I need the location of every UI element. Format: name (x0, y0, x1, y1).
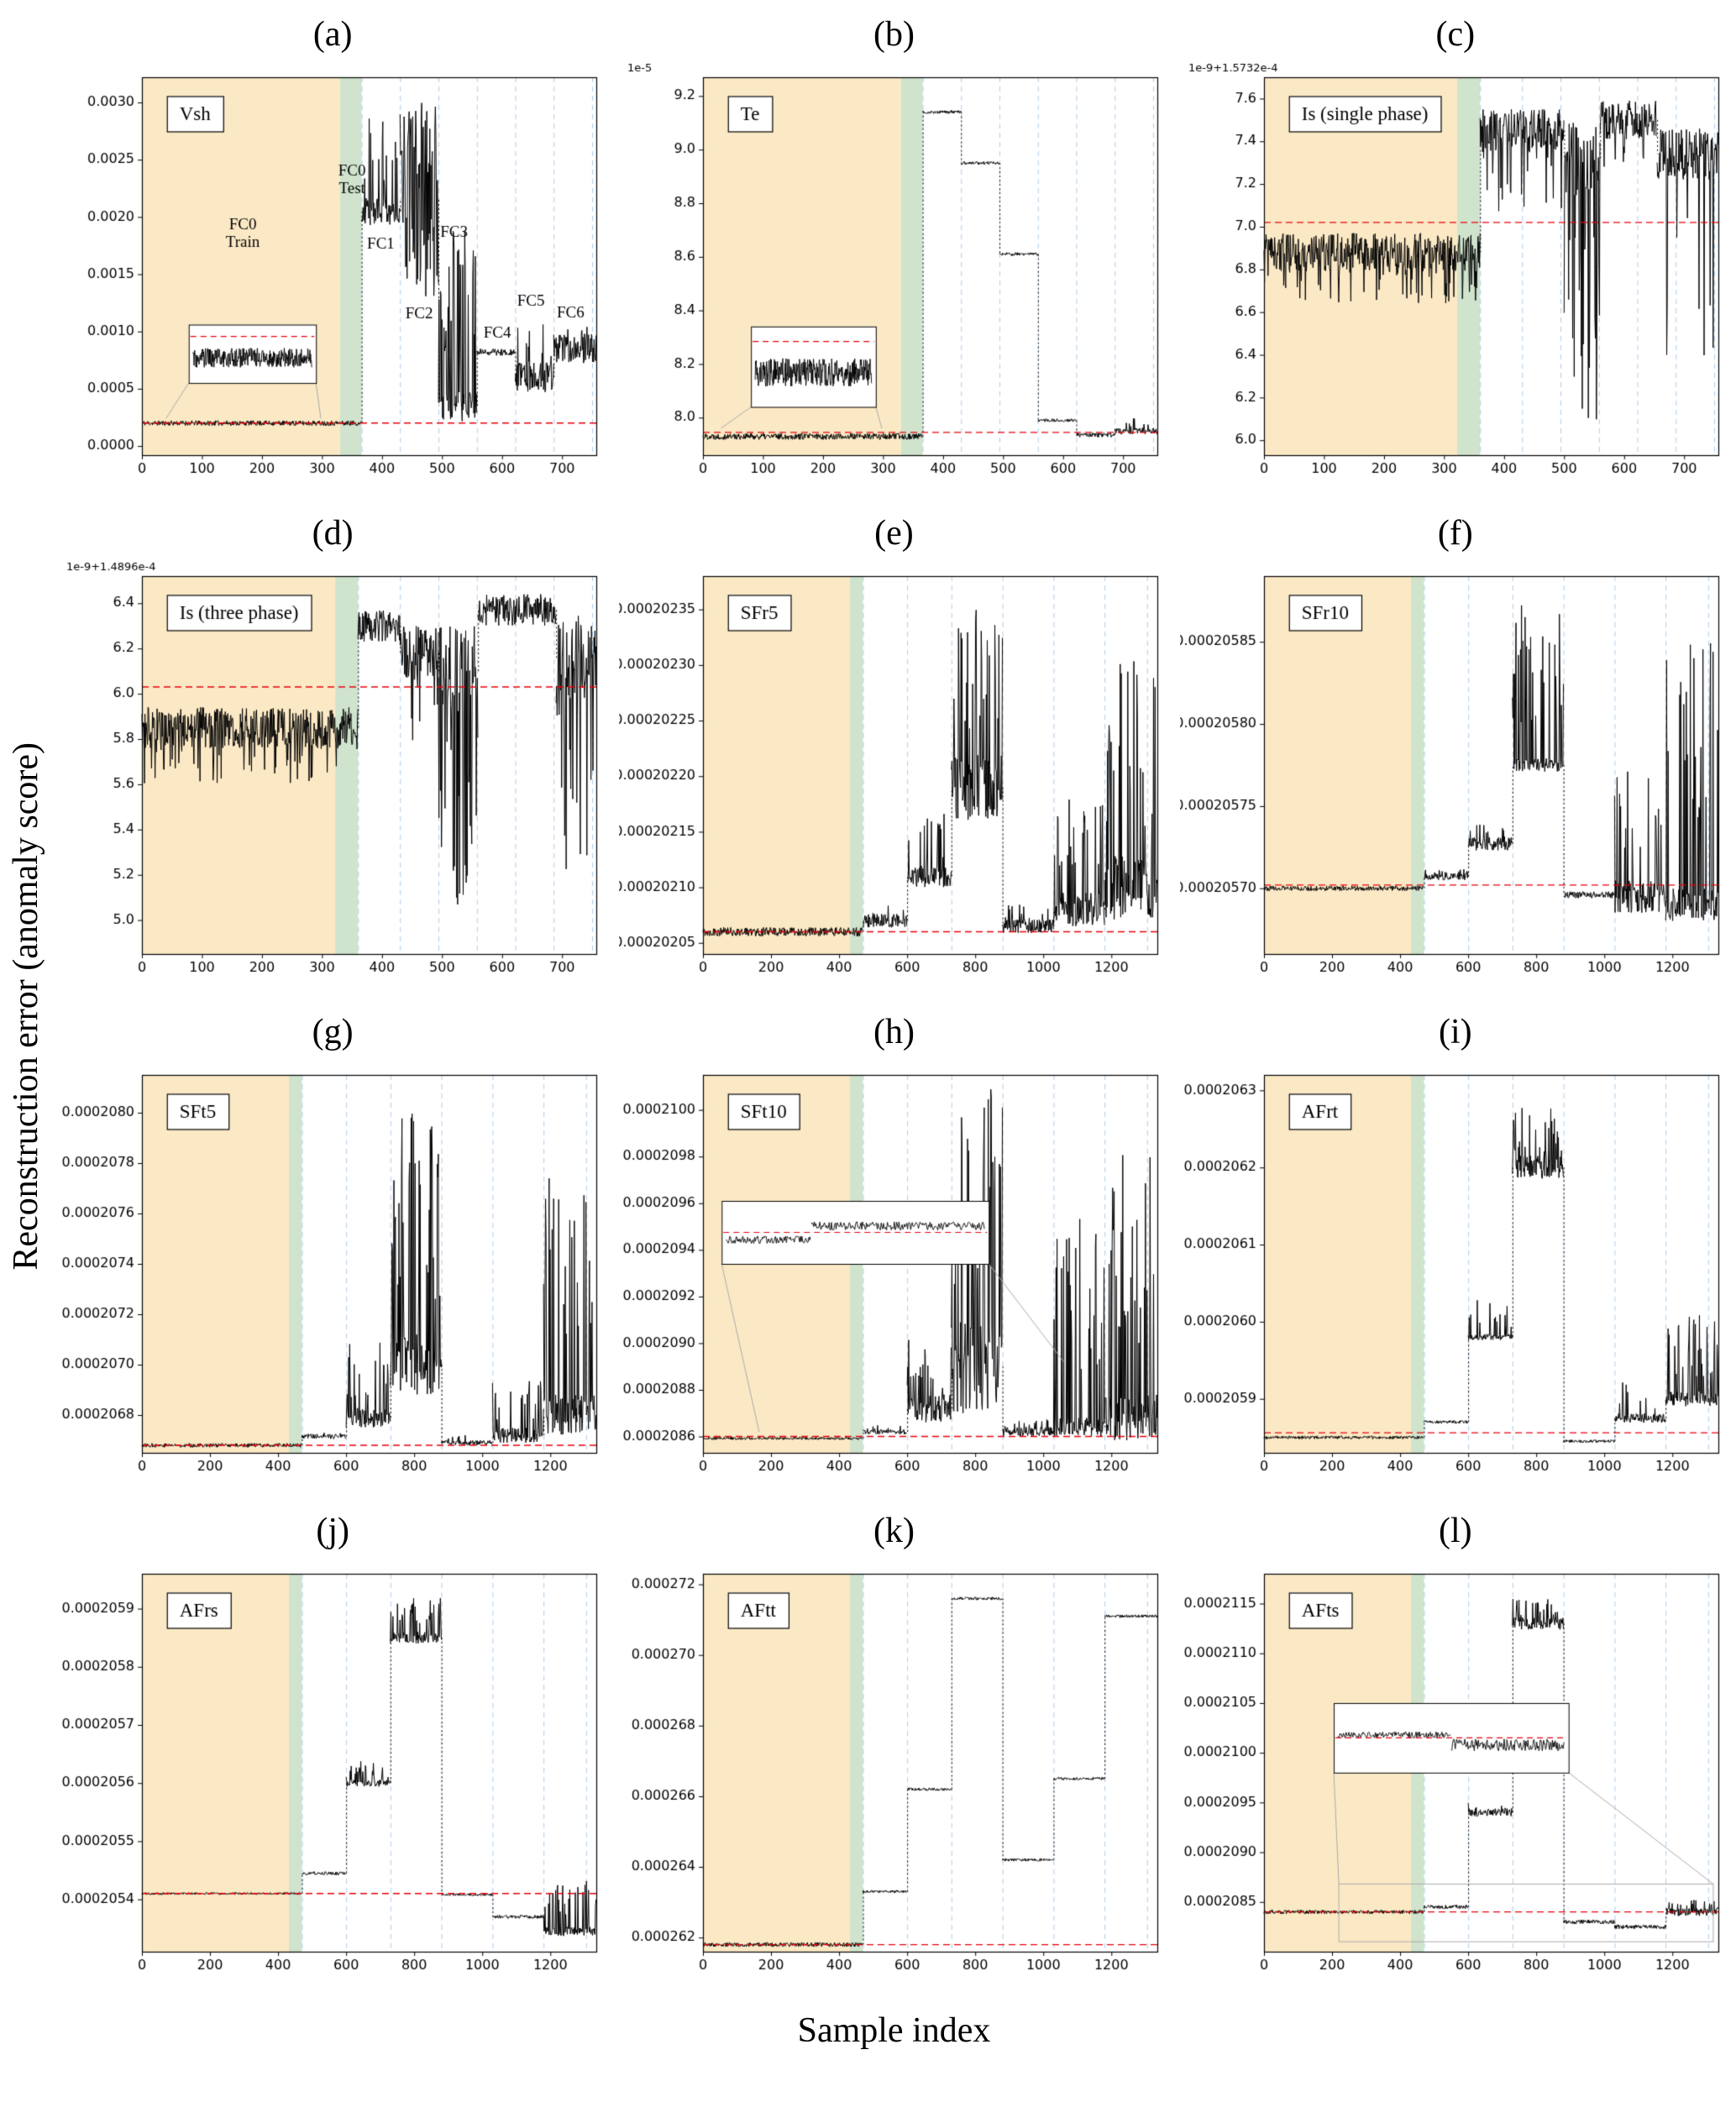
y-axis-label-text: Reconstruction error (anomaly score) (7, 742, 45, 1271)
panel-letter-d: (d) (312, 514, 354, 553)
plot-canvas-sft10 (618, 1058, 1169, 1495)
panel-letter-h: (h) (873, 1013, 915, 1051)
panel-letter-i: (i) (1438, 1013, 1472, 1051)
plot-canvas-sft5 (57, 1058, 608, 1495)
panel-letter-b: (b) (873, 15, 915, 54)
panel-a: (a) (52, 8, 613, 507)
panel-k: (k) (613, 1505, 1174, 2004)
panel-c: (c) (1175, 8, 1736, 507)
panel-f: (f) (1175, 507, 1736, 1006)
y-axis-label: Reconstruction error (anomaly score) (0, 8, 52, 2004)
panel-letter-e: (e) (874, 514, 914, 553)
panel-letter-g: (g) (312, 1013, 354, 1051)
panel-d: (d) (52, 507, 613, 1006)
panel-letter-l: (l) (1438, 1512, 1472, 1550)
panel-j: (j) (52, 1505, 613, 2004)
panel-h: (h) (613, 1006, 1174, 1505)
plot-canvas-sfr5 (618, 559, 1169, 996)
figure-root: Reconstruction error (anomaly score) (a)… (0, 8, 1736, 2004)
plot-canvas-is-single-phase (1180, 60, 1731, 497)
panel-letter-j: (j) (316, 1512, 349, 1550)
panel-b: (b) (613, 8, 1174, 507)
plot-canvas-aftt (618, 1557, 1169, 1994)
panel-g: (g) (52, 1006, 613, 1505)
panel-letter-f: (f) (1437, 514, 1473, 553)
plot-canvas-sfr10 (1180, 559, 1731, 996)
plot-canvas-afrs (57, 1557, 608, 1994)
panel-e: (e) (613, 507, 1174, 1006)
plot-canvas-afts (1180, 1557, 1731, 1994)
plot-canvas-is-three-phase (57, 559, 608, 996)
plot-canvas-afrt (1180, 1058, 1731, 1495)
subplot-grid: (a) (b) (c) (d) (e) (f) (g) (h) (52, 8, 1736, 2004)
x-axis-label: Sample index (797, 2011, 991, 2050)
panel-l: (l) (1175, 1505, 1736, 2004)
panel-letter-a: (a) (312, 15, 353, 54)
panel-letter-k: (k) (873, 1512, 915, 1550)
plot-canvas-te (618, 60, 1169, 497)
plot-canvas-vsh (57, 60, 608, 497)
panel-i: (i) (1175, 1006, 1736, 1505)
panel-letter-c: (c) (1435, 15, 1476, 54)
